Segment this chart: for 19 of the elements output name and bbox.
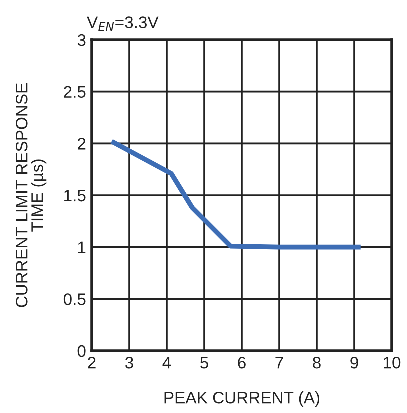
x-tick-label: 3 [126, 356, 134, 369]
x-axis-title: PEAK CURRENT (A) [164, 392, 320, 408]
y-tick-label: 0.5 [64, 294, 86, 306]
y-tick-label: 2.5 [64, 86, 86, 98]
y-tick-label: 2 [78, 138, 86, 150]
text: V$_{EN}$=3.3V [87, 16, 159, 32]
x-tick-label: 6 [238, 356, 246, 369]
x-tick-label: 2 [88, 356, 96, 369]
x-tick-label: 4 [162, 357, 172, 369]
x-tick-label: 10 [384, 356, 401, 369]
x-tick-label: 7 [276, 357, 284, 369]
y-tick-label: 1.5 [64, 190, 86, 202]
y-tick-label: 3 [78, 34, 86, 46]
x-tick-label: 5 [200, 357, 208, 369]
x-tick-label: 9 [350, 356, 358, 369]
x-tick-label: 8 [313, 356, 321, 369]
y-tick-label: 1 [78, 242, 86, 254]
y-tick-label: 0 [78, 345, 86, 358]
y-axis-title: CURRENT LIMIT RESPONSE TIME (µs) [16, 84, 47, 308]
